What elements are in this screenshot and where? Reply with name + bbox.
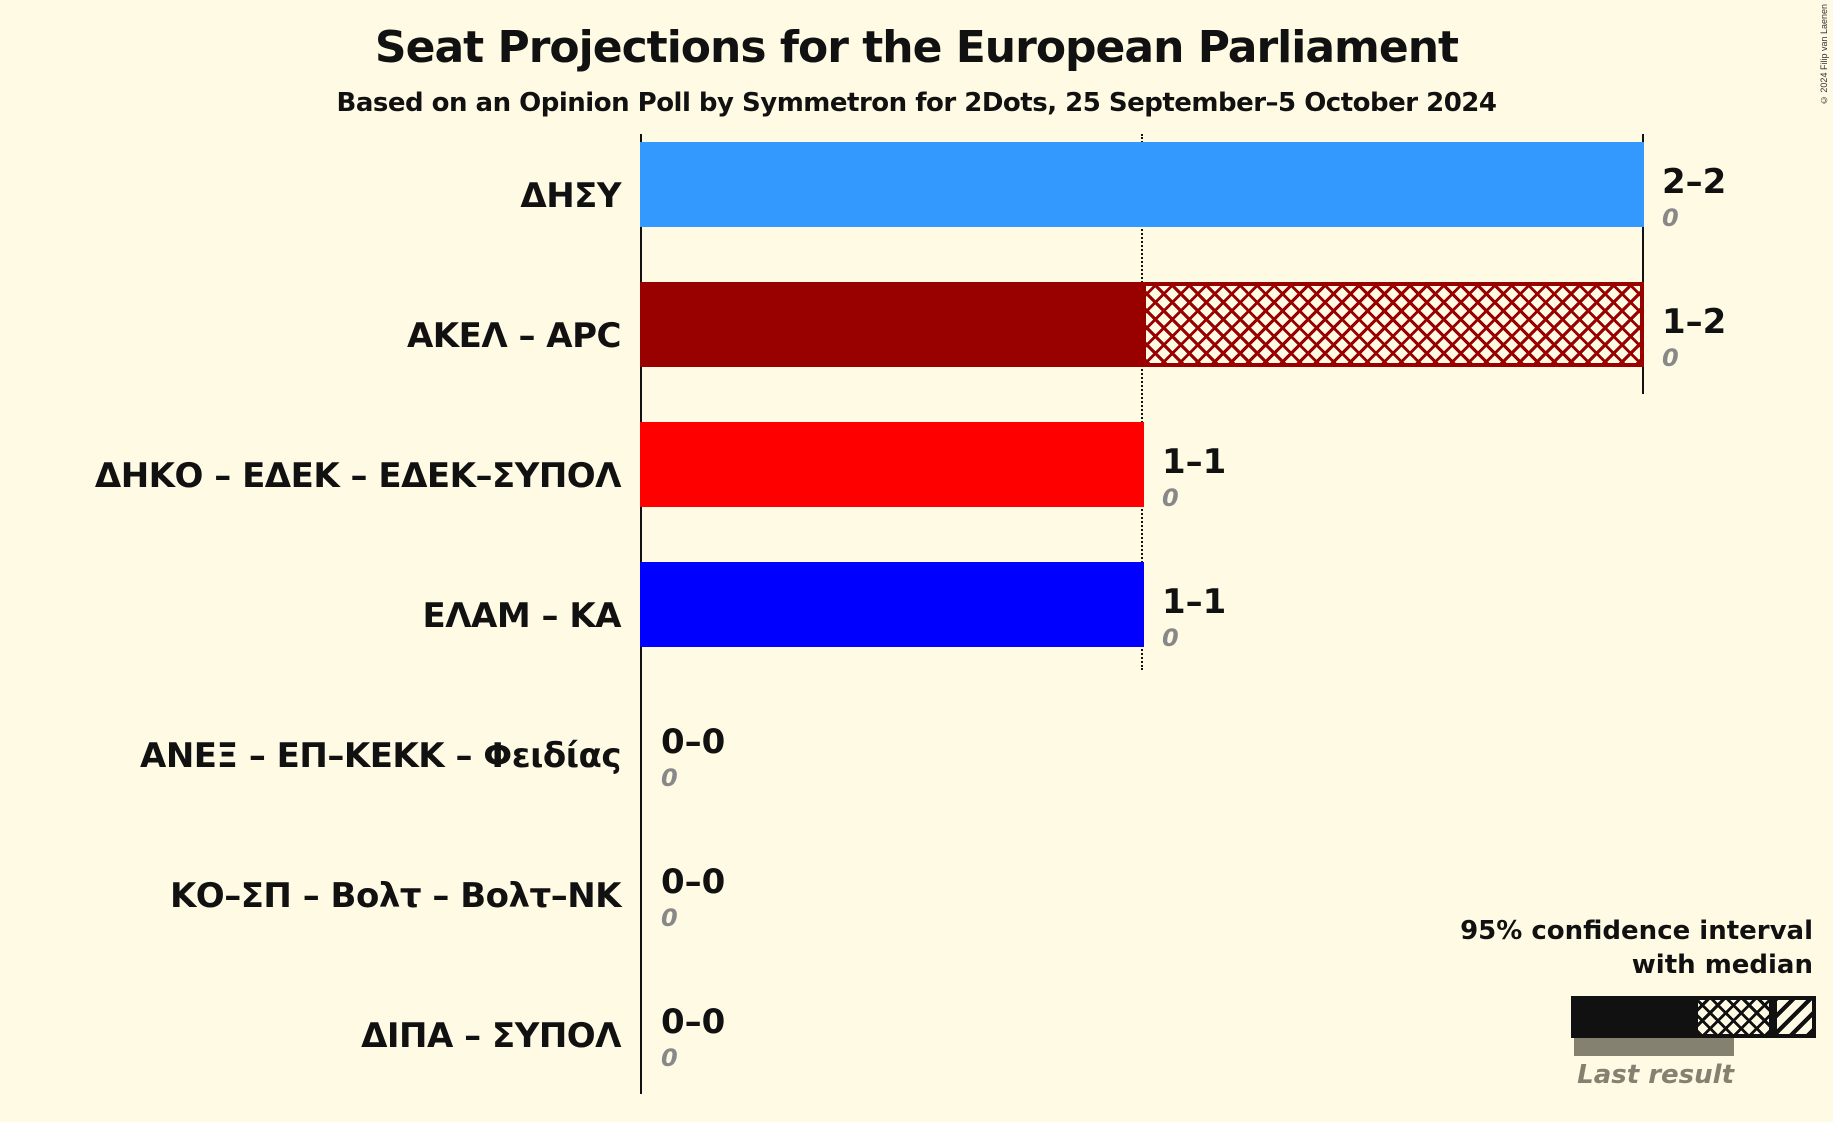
last-result-value: 0 (1662, 344, 1679, 372)
copyright: © 2024 Filip van Laenen (1819, 4, 1829, 106)
party-row-elam: ΕΛΑΜ – ΚΑ 1–1 0 (0, 562, 1833, 702)
seat-bar-ci-upper (1142, 282, 1644, 367)
last-result-value: 0 (1662, 204, 1679, 232)
party-label: ΔΗΚΟ – ΕΔΕΚ – ΕΔΕΚ–ΣΥΠΟΛ (94, 456, 622, 496)
seat-range: 0–0 (661, 722, 726, 762)
chart-title: Seat Projections for the European Parlia… (374, 22, 1459, 73)
legend-swatch-median (1571, 996, 1694, 1038)
last-result-value: 0 (661, 764, 678, 792)
legend-swatch-ci (1694, 996, 1773, 1038)
last-result-value: 0 (661, 1044, 678, 1072)
seat-bar (640, 422, 1144, 507)
party-row-akel: ΑΚΕΛ – APC 1–2 0 (0, 282, 1833, 422)
legend-swatch-ci-tail (1773, 996, 1816, 1038)
last-result-value: 0 (1162, 624, 1179, 652)
party-row-anex: ΑΝΕΞ – ΕΠ–ΚΕΚΚ – Φειδίας 0–0 0 (0, 702, 1833, 842)
seat-range: 1–1 (1162, 442, 1227, 482)
party-row-dhsy: ΔΗΣΥ 2–2 0 (0, 142, 1833, 282)
party-row-kosp: ΚΟ–ΣΠ – Βολτ – Βολτ–NK 0–0 0 (0, 842, 1833, 982)
last-result-value: 0 (1162, 484, 1179, 512)
party-label: ΕΛΑΜ – ΚΑ (422, 596, 621, 636)
gridline-2-seats (1642, 134, 1644, 394)
legend-title-line1: 95% confidence interval (1460, 916, 1813, 946)
seat-range: 1–1 (1162, 582, 1227, 622)
seat-range: 0–0 (661, 862, 726, 902)
gridline-1-seat (1141, 134, 1143, 670)
party-label: ΔΙΠΑ – ΣΥΠΟΛ (361, 1016, 621, 1056)
seat-range: 1–2 (1662, 302, 1727, 342)
party-row-dipa: ΔΙΠΑ – ΣΥΠΟΛ 0–0 0 (0, 982, 1833, 1122)
party-label: ΔΗΣΥ (520, 176, 621, 216)
party-row-diko: ΔΗΚΟ – ΕΔΕΚ – ΕΔΕΚ–ΣΥΠΟΛ 1–1 0 (0, 422, 1833, 562)
party-label: ΑΚΕΛ – APC (406, 316, 622, 356)
legend-swatch-last-result (1574, 1038, 1734, 1056)
party-label: ΚΟ–ΣΠ – Βολτ – Βολτ–NK (169, 876, 622, 916)
seat-bar (640, 562, 1144, 647)
seat-range: 0–0 (661, 1002, 726, 1042)
seat-bar-median (640, 282, 1142, 367)
legend-last-result-label: Last result (1577, 1060, 1734, 1090)
last-result-value: 0 (661, 904, 678, 932)
seat-range: 2–2 (1662, 162, 1727, 202)
legend-title-line2: with median (1631, 950, 1813, 980)
party-label: ΑΝΕΞ – ΕΠ–ΚΕΚΚ – Φειδίας (140, 736, 621, 776)
chart-subtitle: Based on an Opinion Poll by Symmetron fo… (336, 88, 1497, 118)
seat-bar (640, 142, 1644, 227)
